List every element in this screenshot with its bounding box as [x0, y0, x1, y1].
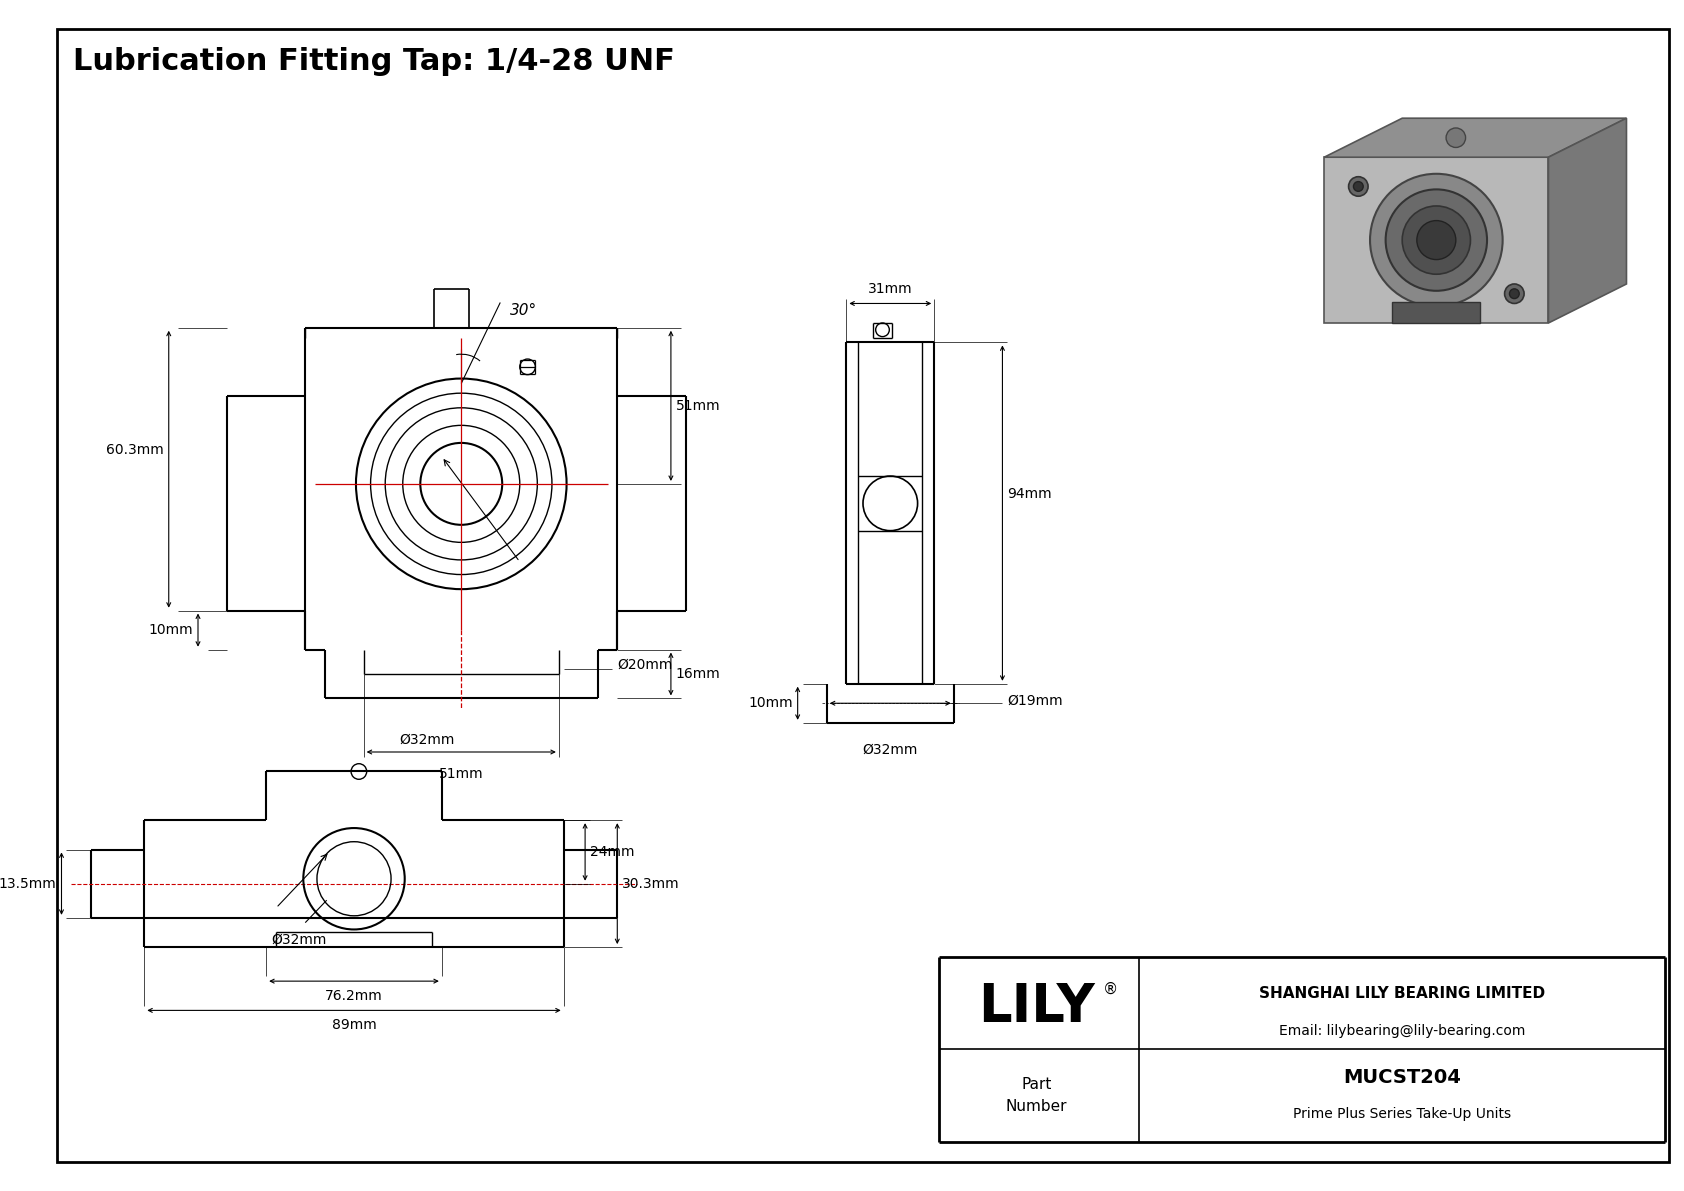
Text: 31mm: 31mm	[867, 281, 913, 295]
Text: 10mm: 10mm	[148, 623, 194, 637]
Text: Ø32mm: Ø32mm	[399, 732, 455, 747]
Circle shape	[1371, 174, 1502, 306]
Text: Ø32mm: Ø32mm	[862, 742, 918, 756]
Text: Lubrication Fitting Tap: 1/4-28 UNF: Lubrication Fitting Tap: 1/4-28 UNF	[72, 46, 675, 76]
Text: 13.5mm: 13.5mm	[0, 877, 57, 891]
Text: 89mm: 89mm	[332, 1018, 377, 1033]
Text: 30°: 30°	[510, 303, 537, 318]
Text: 51mm: 51mm	[440, 767, 483, 780]
Circle shape	[1349, 176, 1367, 197]
Text: Prime Plus Series Take-Up Units: Prime Plus Series Take-Up Units	[1293, 1108, 1511, 1121]
Text: Email: lilybearing@lily-bearing.com: Email: lilybearing@lily-bearing.com	[1280, 1024, 1526, 1037]
Text: Ø19mm: Ø19mm	[1007, 693, 1063, 707]
Text: 30.3mm: 30.3mm	[621, 877, 680, 891]
Text: LILY: LILY	[978, 980, 1095, 1033]
Text: 10mm: 10mm	[748, 697, 793, 710]
Text: 94mm: 94mm	[1007, 487, 1052, 500]
Text: 16mm: 16mm	[675, 667, 721, 681]
Circle shape	[1354, 181, 1364, 192]
Text: MUCST204: MUCST204	[1344, 1067, 1462, 1086]
Text: Ø32mm: Ø32mm	[271, 933, 327, 947]
Circle shape	[1504, 283, 1524, 304]
Text: 51mm: 51mm	[675, 399, 721, 413]
Text: Part
Number: Part Number	[1005, 1077, 1068, 1115]
Text: 24mm: 24mm	[589, 844, 635, 859]
Text: 76.2mm: 76.2mm	[325, 989, 382, 1003]
Text: SHANGHAI LILY BEARING LIMITED: SHANGHAI LILY BEARING LIMITED	[1260, 986, 1546, 1002]
Bar	[1393, 301, 1480, 323]
Circle shape	[1447, 127, 1465, 148]
Circle shape	[1386, 189, 1487, 291]
Text: ®: ®	[1103, 981, 1118, 997]
Circle shape	[1416, 220, 1457, 260]
Circle shape	[1509, 289, 1519, 299]
Polygon shape	[1549, 118, 1627, 323]
Polygon shape	[1324, 118, 1627, 157]
Text: Ø20mm: Ø20mm	[618, 657, 672, 672]
Polygon shape	[1324, 157, 1549, 323]
Circle shape	[1403, 206, 1470, 274]
Text: 60.3mm: 60.3mm	[106, 443, 163, 456]
